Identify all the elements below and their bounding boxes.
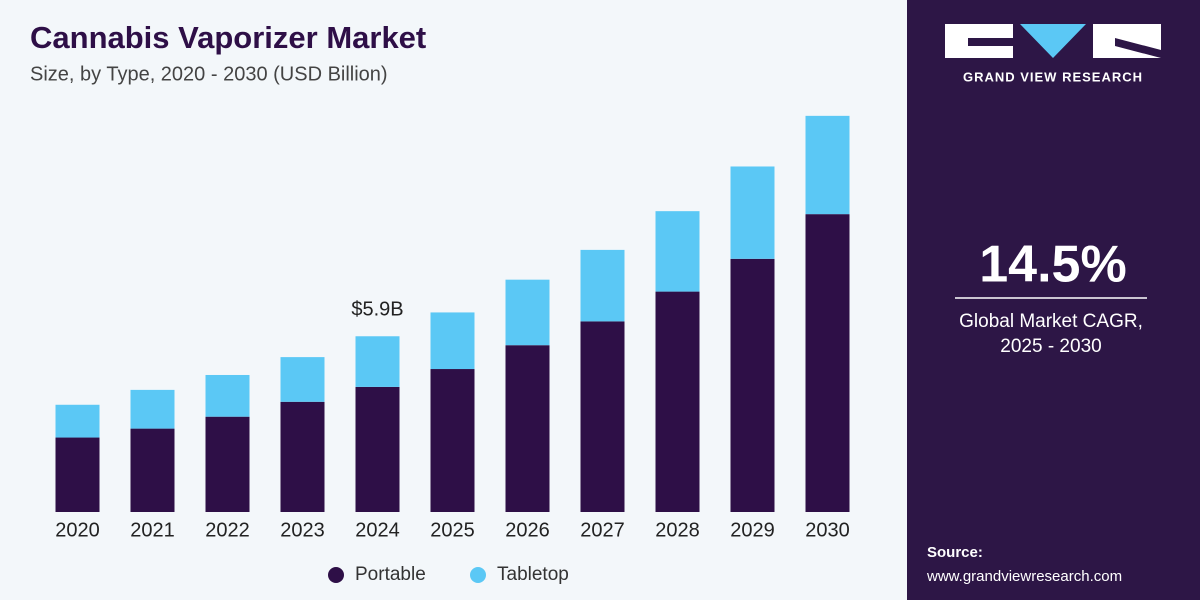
x-tick-label: 2026 <box>505 519 550 541</box>
cagr-period: 2025 - 2030 <box>1000 336 1101 357</box>
bar-segment <box>505 279 550 346</box>
logo-v <box>1020 24 1086 58</box>
bar-segment <box>805 115 850 215</box>
chart-title: Cannabis Vaporizer Market <box>30 20 426 55</box>
x-tick-label: 2025 <box>430 519 475 541</box>
legend-marker <box>328 567 344 583</box>
bar-segment <box>730 166 775 259</box>
value-annotation: $5.9B <box>351 299 403 321</box>
side-panel <box>907 0 1200 600</box>
bar-segment <box>280 357 325 402</box>
bar-segment <box>355 386 400 512</box>
bar-segment <box>55 437 100 512</box>
source-url: www.grandviewresearch.com <box>926 568 1122 585</box>
x-tick-label: 2030 <box>805 519 850 541</box>
bar-segment <box>655 291 700 512</box>
x-tick-label: 2024 <box>355 519 400 541</box>
cagr-label: Global Market CAGR, <box>959 311 1143 332</box>
bar-segment <box>580 321 625 512</box>
bar-segment <box>355 336 400 387</box>
x-tick-label: 2023 <box>280 519 325 541</box>
legend-label: Tabletop <box>497 564 569 585</box>
bar-segment <box>580 249 625 322</box>
chart-subtitle: Size, by Type, 2020 - 2030 (USD Billion) <box>30 63 388 85</box>
source-label: Source: <box>927 544 983 561</box>
bar-segment <box>280 401 325 512</box>
legend-marker <box>470 567 486 583</box>
bar-segment <box>130 389 175 429</box>
x-tick-label: 2021 <box>130 519 175 541</box>
bar-segment <box>130 428 175 512</box>
brand-name: GRAND VIEW RESEARCH <box>963 69 1143 84</box>
cagr-value: 14.5% <box>979 236 1126 294</box>
x-tick-label: 2029 <box>730 519 775 541</box>
x-tick-label: 2027 <box>580 519 625 541</box>
bar-segment <box>505 345 550 512</box>
bar-segment <box>205 374 250 417</box>
bar-segment <box>805 214 850 512</box>
bar-segment <box>730 258 775 512</box>
logo: GRAND VIEW RESEARCH <box>945 24 1161 84</box>
logo-g-cut <box>968 38 1013 46</box>
logo-r-cut <box>1115 38 1161 58</box>
bar-segment <box>655 211 700 292</box>
x-tick-label: 2028 <box>655 519 700 541</box>
bar-segment <box>205 416 250 512</box>
bar-segment <box>55 404 100 438</box>
bar-segment <box>430 312 475 370</box>
legend-label: Portable <box>355 564 426 585</box>
x-tick-label: 2022 <box>205 519 250 541</box>
x-tick-label: 2020 <box>55 519 100 541</box>
bar-segment <box>430 369 475 512</box>
